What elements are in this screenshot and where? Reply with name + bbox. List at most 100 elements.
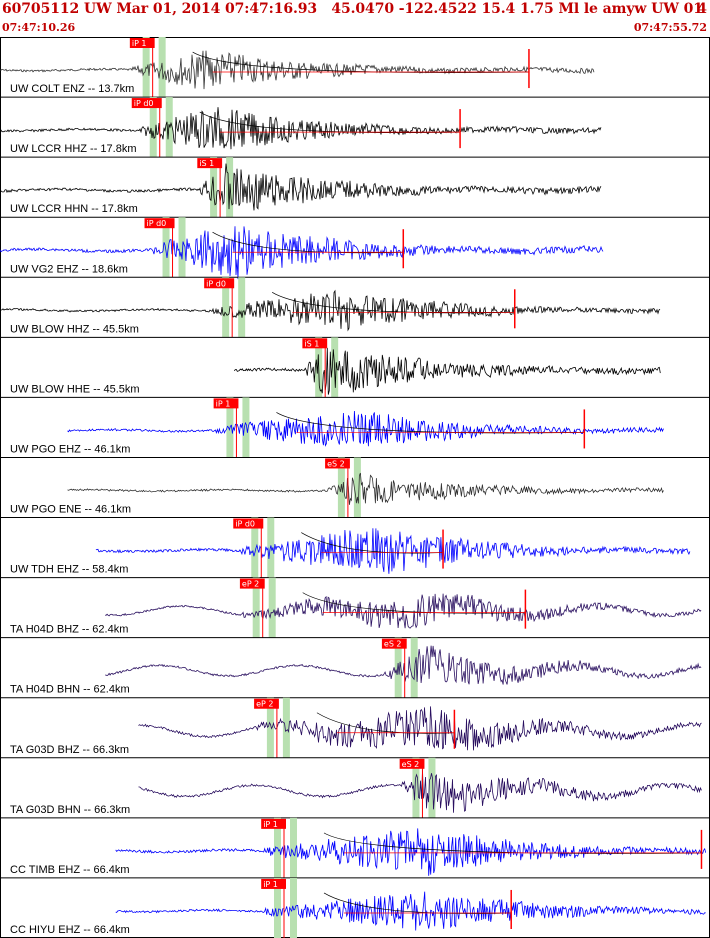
waveform-trace [0, 163, 602, 211]
pick-label: iS 1 [304, 339, 319, 348]
pick-window [238, 277, 246, 338]
pick-window [410, 637, 418, 698]
pick-window [412, 757, 420, 818]
pick-label: eP 2 [242, 580, 259, 589]
pick-label-box [213, 398, 239, 409]
waveform-trace [105, 645, 702, 685]
trace-panel: iS 1 UW BLOW HHE -- 45.5km [0, 336, 710, 398]
waveform-trace [0, 50, 595, 90]
trace-panel: iP 1 CC HIYU EHZ -- 66.4km [0, 877, 710, 938]
pick-label-box [129, 38, 155, 48]
pick-label-box [233, 518, 264, 529]
station-label: UW COLT ENZ -- 13.7km [10, 83, 134, 95]
trace-panel: iP d0 UW LCCR HHZ -- 17.8km [0, 96, 710, 158]
coda-curve [276, 412, 585, 434]
pick-window [251, 517, 259, 578]
coda-curve [199, 111, 461, 134]
waveform-trace [95, 528, 691, 574]
trace-panel: eP 2 TA G03D BHZ -- 66.3km [0, 697, 710, 758]
end-time-label: 07:47:55.72 [633, 21, 707, 34]
pick-label: iP 1 [216, 399, 231, 408]
event-title: 60705112 UW Mar 01, 2014 07:47:16.93 45.… [2, 1, 703, 17]
pick-label: iP d0 [235, 520, 255, 529]
pick-label: iS 1 [199, 159, 214, 168]
pick-label-box [325, 458, 350, 469]
trace-panel: iP d0 UW TDH EHZ -- 58.4km [0, 517, 710, 578]
coda-curve [316, 712, 455, 734]
trace-panel: iP 1 CC TIMB EHZ -- 66.4km [0, 817, 710, 878]
pick-label: eP 2 [256, 700, 273, 709]
trace-panel: eP 2 TA H04D BHZ -- 62.4km [0, 577, 710, 638]
station-label: UW VG2 EHZ -- 18.6km [10, 263, 128, 275]
coda-curve [323, 832, 702, 854]
pick-window [222, 277, 230, 338]
pick-label-box [302, 338, 328, 349]
station-label: TA H04D BHN -- 62.4km [10, 684, 130, 696]
pick-label: eS 2 [402, 760, 420, 769]
station-label: UW BLOW HHZ -- 45.5km [10, 323, 139, 335]
station-label: UW LCCR HHZ -- 17.8km [10, 143, 137, 155]
trace-panel: iS 1 UW LCCR HHN -- 17.8km [0, 156, 710, 218]
coda-curve [323, 892, 512, 914]
trace-panel: eS 2 TA H04D BHN -- 62.4km [0, 637, 710, 698]
pick-label-box [254, 698, 279, 709]
station-label: CC TIMB EHZ -- 66.4km [10, 864, 130, 876]
pick-window [178, 217, 186, 278]
pick-window [268, 577, 276, 638]
waveform-trace [0, 289, 661, 332]
pick-window [274, 877, 281, 938]
trace-panel: eS 2 UW PGO ENE -- 46.1km [0, 456, 710, 518]
start-time-label: 07:47:10.26 [2, 21, 76, 34]
pick-window [162, 217, 170, 278]
pick-label: iP 1 [132, 39, 147, 48]
waveform-trace [115, 891, 706, 931]
station-label: UW LCCR HHN -- 17.8km [10, 203, 138, 215]
trace-panel: iP 1 UW COLT ENZ -- 13.7km [0, 37, 595, 98]
station-label: UW TDH EHZ -- 58.4km [10, 564, 128, 576]
pick-window [353, 457, 361, 518]
plot-header: 60705112 UW Mar 01, 2014 07:47:16.93 45.… [0, 0, 710, 37]
waveform-trace [138, 770, 702, 813]
waveform-trace [0, 107, 602, 150]
station-label: TA H04D BHZ -- 62.4km [10, 624, 128, 636]
waveform-trace [67, 410, 664, 447]
trace-panel: eS 2 TA G03D BHN -- 66.3km [0, 757, 710, 818]
pick-label-box [261, 878, 286, 889]
pick-label: eS 2 [384, 640, 402, 649]
pick-label: eS 2 [327, 459, 345, 468]
pick-label-box [197, 158, 223, 169]
pick-window [290, 817, 297, 878]
pick-window [266, 697, 274, 758]
waveform-trace [115, 828, 707, 876]
waveform-trace [233, 347, 661, 395]
station-label: TA G03D BHZ -- 66.3km [10, 744, 129, 756]
page-number: 4 [697, 1, 707, 17]
coda-curve [302, 592, 526, 614]
pick-window [252, 577, 260, 638]
pick-window [282, 697, 290, 758]
coda-curve [212, 231, 404, 254]
pick-label: iP d0 [206, 279, 226, 288]
coda-curve [271, 291, 515, 314]
station-label: CC HIYU EHZ -- 66.4km [10, 924, 130, 936]
station-label: TA G03D BHN -- 66.3km [10, 804, 130, 816]
pick-window [242, 397, 250, 458]
pick-window [428, 757, 436, 818]
pick-label: iP d0 [147, 219, 167, 228]
station-label: UW PGO EHZ -- 46.1km [10, 443, 130, 455]
station-label: UW BLOW HHE -- 45.5km [10, 383, 140, 395]
pick-label-box [204, 278, 235, 289]
station-label: UW PGO ENE -- 46.1km [10, 504, 131, 516]
pick-label-box [261, 818, 286, 829]
waveform-trace [67, 472, 664, 505]
trace-panel: iP d0 UW VG2 EHZ -- 18.6km [0, 216, 710, 280]
waveform-trace [0, 226, 604, 280]
pick-label: iP 1 [263, 820, 278, 829]
trace-panel: iP 1 UW PGO EHZ -- 46.1km [0, 396, 710, 458]
trace-panel: iP d0 UW BLOW HHZ -- 45.5km [0, 276, 710, 338]
pick-window [165, 97, 173, 158]
pick-label-box [239, 578, 265, 589]
pick-label-box [399, 758, 425, 769]
pick-label-box [131, 98, 162, 109]
pick-label: iP 1 [263, 880, 278, 889]
